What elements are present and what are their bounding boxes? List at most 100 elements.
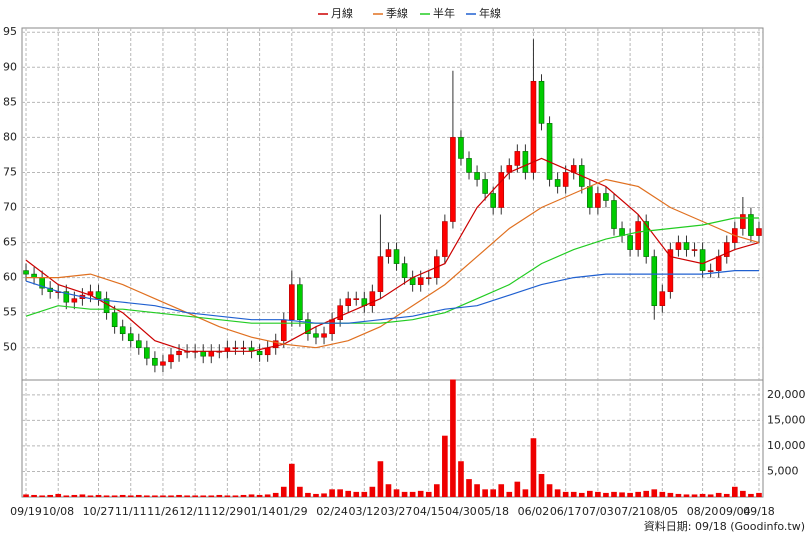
x-tick-label: 12/29 [212, 505, 244, 518]
candle-body [425, 277, 432, 279]
volume-bar [55, 493, 62, 497]
volume-bar [401, 491, 408, 497]
candle-body [369, 291, 376, 306]
volume-bar [756, 492, 762, 497]
volume-bar [31, 494, 37, 497]
volume-bar [522, 489, 529, 497]
volume-bar [667, 492, 674, 497]
x-tick-label: 12/11 [179, 505, 211, 518]
volume-bar [224, 495, 231, 497]
volume-bar [216, 494, 223, 497]
y-tick-label: 90 [3, 60, 17, 73]
volume-bar [369, 486, 376, 497]
candle-body [71, 298, 78, 303]
volume-bar [393, 489, 400, 497]
candle-body [562, 172, 569, 187]
volume-bar [699, 493, 706, 497]
volume-bar [554, 489, 561, 497]
volume-bar [659, 491, 666, 497]
volume-bar [748, 493, 754, 497]
x-tick-label: 08/20 [687, 505, 719, 518]
x-tick-label: 01/29 [276, 505, 308, 518]
x-tick-label: 09/18 [743, 505, 775, 518]
candle-body [289, 284, 295, 320]
candle-body [176, 350, 182, 356]
candle-body [401, 263, 408, 278]
x-tick-label: 03/27 [381, 505, 413, 518]
volume-bar [160, 495, 166, 497]
plot-frame [21, 27, 764, 498]
ma-line [25, 157, 760, 352]
volume-bar [643, 490, 650, 497]
y2-tick-label: 15,000 [767, 413, 806, 426]
y2-tick-label: 20,000 [767, 388, 806, 401]
volume-bar [466, 479, 472, 497]
volume-bar [490, 489, 496, 497]
candle-body [353, 298, 360, 300]
candle-body [168, 354, 174, 363]
volume-bar [498, 484, 505, 497]
volume-bar [337, 489, 343, 497]
volume-bar [715, 492, 722, 497]
volume-bar [256, 494, 263, 497]
volume-bar [619, 492, 625, 497]
volume-bar [313, 493, 319, 497]
volume-bar [595, 491, 601, 497]
volume-bar [458, 461, 464, 497]
volume-bar [200, 495, 207, 497]
volume-bar [111, 495, 118, 497]
candle-body [127, 333, 134, 342]
x-tick-label: 04/30 [445, 505, 477, 518]
candle-body [538, 80, 545, 124]
volume-bar [433, 484, 440, 497]
candle-body [160, 361, 166, 366]
volume-bar [546, 484, 553, 497]
candle-body [264, 347, 271, 356]
volume-bar [417, 490, 424, 497]
volume-bar [87, 495, 94, 497]
candle-body [546, 123, 553, 180]
volume-bar [538, 474, 545, 497]
volume-bar [321, 493, 327, 497]
x-tick-label: 09/04 [719, 505, 751, 518]
volume-bar [168, 495, 174, 497]
candle-body [458, 137, 464, 159]
candle-body [530, 80, 537, 173]
candle-body [707, 270, 714, 272]
volume-bar [740, 490, 746, 497]
candle-body [111, 312, 118, 328]
x-tick-label: 03/12 [348, 505, 380, 518]
candle-body [232, 347, 239, 350]
volume-bar [570, 491, 577, 497]
volume-bar [611, 491, 617, 497]
y-tick-label: 65 [3, 236, 17, 249]
candle-body [450, 137, 456, 222]
volume-bar [264, 494, 271, 497]
candle-body [627, 235, 633, 250]
volume-bar [135, 494, 142, 497]
volume-bar [385, 484, 392, 497]
candle-body [635, 221, 641, 250]
candle-body [667, 249, 674, 292]
volume-bar [723, 493, 730, 497]
candle-body [442, 221, 448, 257]
x-tick-label: 01/14 [244, 505, 276, 518]
volume-bar [345, 490, 352, 497]
candle-body [659, 291, 666, 306]
volume-bar [329, 489, 335, 497]
y-tick-label: 60 [3, 271, 17, 284]
candle-body [756, 228, 762, 236]
candle-body [651, 256, 658, 306]
x-tick-label: 02/24 [316, 505, 348, 518]
volume-bar [95, 494, 102, 497]
ma-line [25, 217, 759, 324]
candle-body [208, 350, 215, 357]
footer: 資料日期: 09/18 (Goodinfo.tw) [644, 519, 805, 533]
volume-bar [79, 494, 86, 497]
candle-body [393, 249, 400, 264]
volume-bar [23, 494, 29, 497]
volume-bar [474, 484, 480, 497]
volume-bar [731, 486, 738, 497]
candle-body [385, 249, 392, 257]
